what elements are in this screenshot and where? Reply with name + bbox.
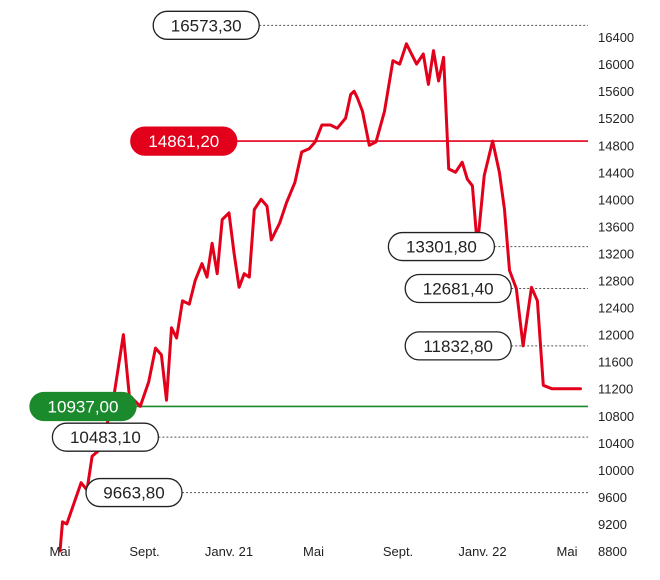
y-tick-label: 10800	[598, 409, 634, 424]
callout-box	[85, 477, 183, 508]
y-tick-label: 15200	[598, 111, 634, 126]
y-tick-label: 10000	[598, 463, 634, 478]
y-tick-label: 14000	[598, 192, 634, 207]
callout-box	[387, 231, 496, 262]
callout-box	[51, 422, 160, 452]
y-tick-label: 16400	[598, 30, 634, 45]
x-tick-label: Sept.	[129, 544, 159, 559]
callout-box	[130, 126, 238, 156]
y-tick-label: 9600	[598, 490, 627, 505]
callout-value: 13301,80	[406, 238, 477, 257]
y-tick-label: 15600	[598, 84, 634, 99]
x-axis: Mai Sept. Janv. 21 Mai Sept. Janv. 22 Mai	[50, 544, 578, 559]
y-tick-label: 10400	[598, 436, 634, 451]
callout-value: 12681,40	[423, 280, 494, 299]
x-tick-label: Mai	[50, 544, 71, 559]
y-tick-label: 13200	[598, 246, 634, 261]
x-tick-label: Sept.	[383, 544, 413, 559]
callout-value: 16573,30	[171, 16, 242, 35]
y-tick-label: 14800	[598, 138, 634, 153]
y-tick-label: 11600	[598, 355, 633, 370]
y-tick-label: 11200	[598, 382, 633, 397]
x-tick-label: Mai	[557, 544, 578, 559]
y-tick-label: 8800	[598, 544, 627, 559]
y-tick-label: 12800	[598, 274, 634, 289]
y-tick-label: 9200	[598, 517, 627, 532]
series-line	[58, 42, 582, 553]
reference-lines	[136, 24, 588, 494]
y-axis: 8800 9200 9600 10000 10400 10800 11200 11600 120…	[598, 30, 634, 559]
callout-value: 14861,20	[148, 132, 219, 151]
x-tick-label: Mai	[303, 544, 324, 559]
y-tick-label: 12400	[598, 301, 634, 316]
callout-value: 10483,10	[70, 428, 141, 447]
x-tick-label: Janv. 22	[458, 544, 506, 559]
value-callouts: 16573,30 14861,20 13301,80 12681,40 11832,80…	[29, 10, 512, 508]
x-tick-label: Janv. 21	[205, 544, 253, 559]
y-tick-label: 12000	[598, 328, 634, 343]
callout-box	[404, 331, 512, 361]
callout-box	[152, 10, 260, 40]
callout-box	[404, 273, 512, 304]
callout-box	[29, 391, 137, 422]
series-group	[58, 42, 582, 553]
y-tick-label: 14400	[598, 165, 634, 180]
callout-value: 10937,00	[48, 397, 119, 416]
y-tick-label: 16000	[598, 57, 634, 72]
y-tick-label: 13600	[598, 219, 634, 234]
callout-value: 11832,80	[423, 337, 493, 356]
callout-value: 9663,80	[103, 484, 164, 503]
